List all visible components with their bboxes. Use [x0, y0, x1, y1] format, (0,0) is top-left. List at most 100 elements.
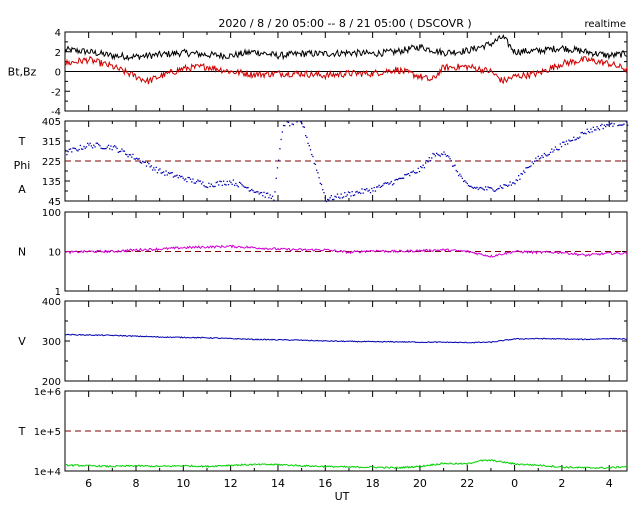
data-point [214, 185, 216, 188]
data-point [156, 172, 159, 174]
y-axis-label: Phi [14, 159, 31, 172]
y-tick-label: 1e+4 [34, 467, 61, 478]
data-point [199, 180, 201, 182]
data-point [182, 177, 184, 179]
data-point [270, 197, 272, 200]
data-point [473, 186, 476, 189]
data-point [200, 183, 203, 185]
data-point [544, 154, 547, 156]
data-point [210, 183, 213, 185]
data-point [112, 146, 115, 148]
data-point [459, 173, 461, 175]
data-point [409, 174, 411, 177]
data-point [535, 157, 537, 159]
data-point [625, 121, 628, 123]
data-point [71, 151, 73, 153]
data-point [533, 160, 536, 162]
data-point [72, 147, 74, 149]
data-point [520, 172, 522, 175]
data-point [153, 167, 155, 169]
data-point [227, 183, 230, 186]
data-point [213, 186, 215, 188]
data-point [444, 153, 446, 155]
data-point [565, 140, 568, 142]
data-point [374, 190, 377, 192]
data-point [400, 177, 402, 180]
data-point [204, 186, 206, 188]
data-point [627, 124, 629, 126]
data-point [180, 176, 182, 178]
data-point [77, 150, 79, 152]
data-point [552, 151, 554, 153]
data-point [570, 140, 572, 142]
data-point [571, 139, 574, 141]
data-point [538, 158, 541, 160]
data-point [526, 167, 528, 169]
data-point [78, 148, 80, 151]
data-point [216, 181, 219, 183]
data-point [563, 141, 565, 143]
data-point [573, 136, 575, 138]
data-point [110, 145, 112, 147]
panel-phi: 405 315 225 135 45 T Phi A [14, 117, 629, 208]
data-point [115, 146, 117, 148]
data-point [401, 177, 404, 179]
data-point [604, 125, 607, 128]
data-point [456, 171, 459, 173]
data-point [432, 152, 434, 155]
data-point [508, 184, 510, 186]
data-point [313, 162, 315, 165]
y-tick-label: 45 [48, 197, 61, 208]
x-tick-label: 2 [558, 477, 565, 490]
data-point [203, 184, 205, 187]
data-point [606, 123, 608, 126]
data-point [82, 148, 84, 151]
data-point [67, 150, 69, 153]
data-point [137, 158, 139, 160]
x-axis-label: UT [335, 490, 350, 503]
data-point [94, 146, 96, 148]
data-point [69, 148, 72, 150]
y-axis-label: Bt,Bz [8, 66, 37, 79]
data-point [505, 184, 508, 187]
data-point [394, 179, 396, 181]
data-point [373, 186, 375, 189]
data-point [355, 191, 357, 193]
data-point [536, 159, 538, 162]
data-point [177, 177, 179, 179]
data-point [402, 177, 405, 179]
data-point [623, 123, 625, 125]
data-point [73, 147, 75, 149]
data-point [416, 171, 418, 174]
series-Bz-line [64, 55, 628, 85]
data-point [219, 180, 221, 182]
y-tick-label: 1e+6 [34, 387, 61, 398]
data-point [145, 165, 148, 167]
data-point [549, 151, 552, 154]
data-point [417, 167, 419, 170]
data-point [74, 147, 77, 150]
data-point [322, 189, 324, 191]
data-point [334, 195, 336, 198]
data-point [342, 196, 345, 198]
data-point [96, 142, 99, 145]
data-point [265, 192, 268, 195]
data-point [188, 176, 190, 179]
data-point [308, 145, 310, 147]
data-point [423, 167, 426, 169]
data-point [66, 153, 68, 156]
data-point [352, 194, 355, 197]
data-point [85, 146, 88, 148]
data-point [291, 123, 293, 125]
data-point [233, 184, 236, 187]
data-point [529, 166, 531, 168]
data-point [106, 146, 108, 148]
data-point [205, 186, 208, 188]
data-point [181, 175, 183, 178]
data-point [138, 158, 140, 160]
data-point [516, 179, 519, 182]
data-point [284, 124, 286, 127]
data-point [90, 145, 93, 147]
data-point [542, 156, 544, 159]
data-point [240, 182, 242, 184]
